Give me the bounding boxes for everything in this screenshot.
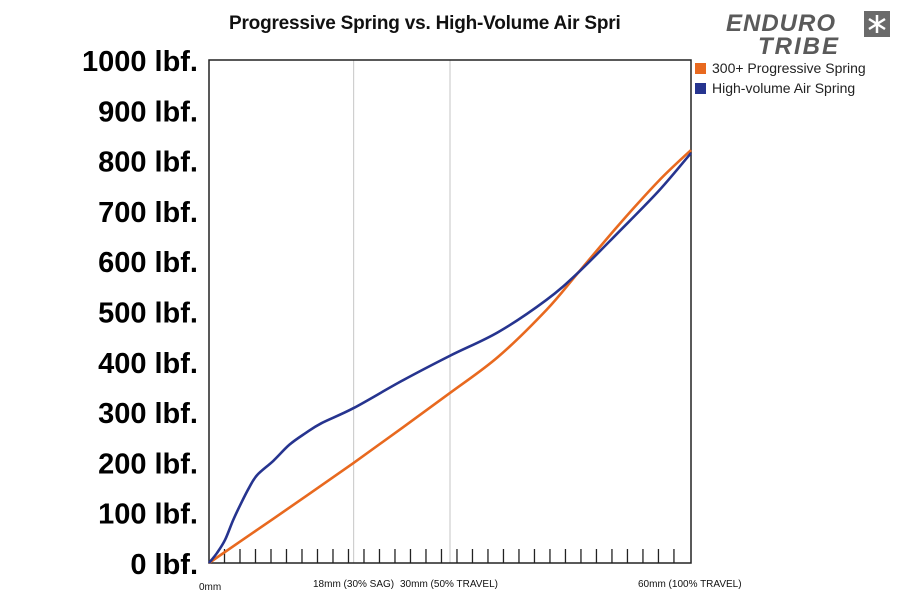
- legend-swatch-orange: [695, 62, 706, 74]
- legend-label: High-volume Air Spring: [712, 80, 856, 96]
- x-tick-label: 18mm (30% SAG): [313, 579, 394, 590]
- y-tick-label: 200 lbf.: [98, 448, 198, 480]
- series-line-progressive-spring: [208, 149, 692, 565]
- x-tick-label: 30mm (50% TRAVEL): [400, 579, 498, 590]
- legend: 300+ Progressive Spring High-volume Air …: [695, 58, 866, 98]
- logo-text-line1: ENDURO: [726, 10, 836, 37]
- y-tick-label: 1000 lbf.: [82, 46, 198, 78]
- x-tick-label: 0mm: [199, 582, 221, 593]
- legend-item-progressive: 300+ Progressive Spring: [695, 58, 866, 78]
- y-tick-label: 300 lbf.: [98, 398, 198, 430]
- series-line-air-spring: [207, 152, 692, 564]
- y-tick-label: 100 lbf.: [98, 499, 198, 531]
- y-tick-label: 600 lbf.: [98, 247, 198, 279]
- y-tick-label: 800 lbf.: [98, 147, 198, 179]
- y-tick-label: 0 lbf.: [130, 549, 198, 581]
- y-tick-label: 400 lbf.: [98, 348, 198, 380]
- y-tick-label: 900 lbf.: [98, 96, 198, 128]
- enduro-tribe-logo: ENDURO TRIBE: [726, 10, 890, 57]
- legend-item-air: High-volume Air Spring: [695, 78, 866, 98]
- legend-label: 300+ Progressive Spring: [712, 60, 866, 76]
- logo-text-line2: TRIBE: [758, 33, 840, 57]
- plot-frame: [208, 59, 692, 564]
- y-tick-label: 700 lbf.: [98, 197, 198, 229]
- x-tick-label: 60mm (100% TRAVEL): [638, 579, 742, 590]
- y-tick-label: 500 lbf.: [98, 298, 198, 330]
- chart-title: Progressive Spring vs. High-Volume Air S…: [229, 13, 621, 34]
- legend-swatch-blue: [695, 82, 706, 94]
